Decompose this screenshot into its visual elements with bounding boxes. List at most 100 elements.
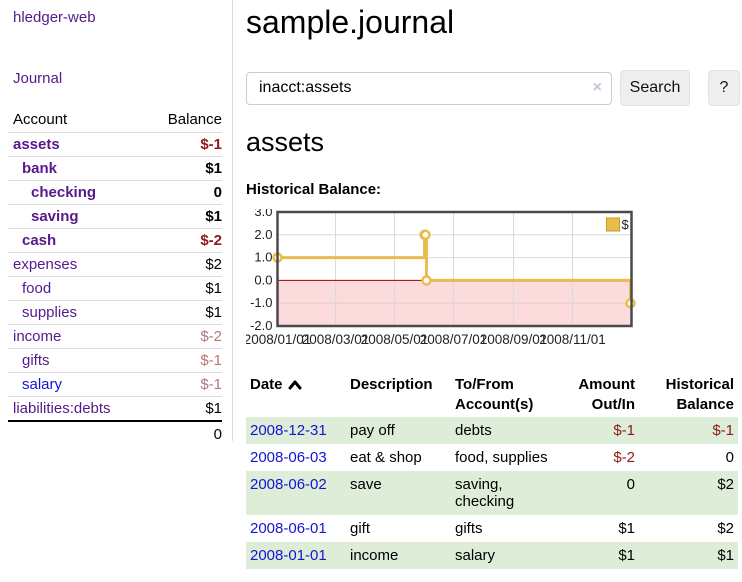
account-balance: $1: [148, 157, 222, 181]
account-row: food $1: [8, 277, 222, 301]
accounts-table: Account Balance assets$-1bank$1checking0…: [8, 108, 222, 447]
transaction-date-link[interactable]: 2008-06-03: [250, 449, 327, 466]
help-button[interactable]: ?: [708, 70, 740, 106]
account-link-liabilities-debts[interactable]: liabilities:debts: [13, 400, 111, 417]
account-link-income[interactable]: income: [13, 328, 61, 345]
account-row: checking 0: [8, 181, 222, 205]
register-table: Date Description To/From Account(s) Amou…: [246, 373, 738, 569]
account-row: expenses $2: [8, 253, 222, 277]
accounts-total-value: 0: [148, 421, 222, 447]
account-balance: $1: [148, 205, 222, 229]
register-accounts: saving, checking: [451, 471, 563, 515]
account-link-salary[interactable]: salary: [22, 376, 62, 393]
register-accounts: debts: [451, 417, 563, 444]
register-accounts: salary: [451, 542, 563, 569]
svg-text:2.0: 2.0: [254, 227, 272, 242]
account-link-bank[interactable]: bank: [22, 160, 57, 177]
account-balance: $-1: [148, 349, 222, 373]
account-balance: $-1: [148, 373, 222, 397]
search-box: ×: [246, 72, 612, 105]
account-row: gifts $-1: [8, 349, 222, 373]
svg-text:2008/11/01: 2008/11/01: [539, 332, 606, 347]
transaction-date-link[interactable]: 2008-06-02: [250, 476, 327, 493]
clear-search-icon[interactable]: ×: [593, 79, 602, 97]
register-description: income: [346, 542, 451, 569]
account-row: saving $1: [8, 205, 222, 229]
register-header-balance: Historical Balance: [639, 373, 738, 417]
svg-text:1.0: 1.0: [254, 250, 272, 265]
register-amount: $1: [563, 515, 639, 542]
account-link-expenses[interactable]: expenses: [13, 256, 77, 273]
register-header-date[interactable]: Date: [246, 373, 346, 417]
register-amount: $-2: [563, 444, 639, 471]
account-link-saving[interactable]: saving: [31, 208, 79, 225]
sidebar-item-journal[interactable]: Journal: [13, 70, 232, 87]
register-row: 2008-12-31pay offdebts$-1$-1: [246, 417, 738, 444]
account-row: liabilities:debts $1: [8, 397, 222, 422]
search-button[interactable]: Search: [620, 70, 690, 106]
register-description: eat & shop: [346, 444, 451, 471]
register-balance: 0: [639, 444, 738, 471]
account-link-checking[interactable]: checking: [31, 184, 96, 201]
accounts-total-row: 0: [8, 421, 222, 447]
register-row: 2008-06-02savesaving, checking0$2: [246, 471, 738, 515]
register-row: 2008-06-03 eat & shopfood, supplies$-20: [246, 444, 738, 471]
account-balance: $1: [148, 397, 222, 422]
register-amount: $1: [563, 542, 639, 569]
account-row: salary $-1: [8, 373, 222, 397]
chart-svg: $3.02.01.00.0-1.0-2.02008/01/012008/03/0…: [246, 209, 742, 352]
register-row: 2008-06-01 giftgifts$1$2: [246, 515, 738, 542]
account-link-supplies[interactable]: supplies: [22, 304, 77, 321]
main-content: sample.journal × Search ? assets Histori…: [233, 0, 742, 569]
account-row: income $-2: [8, 325, 222, 349]
account-row: supplies$1: [8, 301, 222, 325]
account-link-food[interactable]: food: [22, 280, 51, 297]
sort-asc-icon: [288, 379, 302, 390]
account-balance: $2: [148, 253, 222, 277]
register-accounts: food, supplies: [451, 444, 563, 471]
svg-text:2008/05/01: 2008/05/01: [361, 332, 429, 347]
account-balance: $-2: [148, 325, 222, 349]
svg-text:-1.0: -1.0: [250, 295, 272, 310]
svg-text:2008/09/01: 2008/09/01: [480, 332, 548, 347]
register-description: gift: [346, 515, 451, 542]
register-header-description: Description: [346, 373, 451, 417]
svg-text:0.0: 0.0: [254, 272, 272, 287]
search-input[interactable]: [246, 72, 612, 105]
register-accounts: gifts: [451, 515, 563, 542]
page-title: sample.journal: [246, 4, 742, 41]
register-balance: $2: [639, 515, 738, 542]
register-amount: 0: [563, 471, 639, 515]
transaction-date-link[interactable]: 2008-06-01: [250, 520, 327, 537]
register-balance: $1: [639, 542, 738, 569]
register-row: 2008-01-01incomesalary$1$1: [246, 542, 738, 569]
register-header-accounts: To/From Account(s): [451, 373, 563, 417]
account-heading: assets: [246, 127, 742, 158]
register-balance: $-1: [639, 417, 738, 444]
sidebar: hledger-web Journal Account Balance asse…: [0, 0, 233, 441]
account-row: cash $-2: [8, 229, 222, 253]
page: hledger-web Journal Account Balance asse…: [0, 0, 742, 569]
svg-text:3.0: 3.0: [254, 209, 272, 219]
svg-text:-2.0: -2.0: [250, 318, 272, 333]
app-brand-link[interactable]: hledger-web: [13, 9, 232, 26]
account-link-gifts[interactable]: gifts: [22, 352, 50, 369]
account-row: assets $-1: [8, 133, 222, 157]
register-balance: $2: [639, 471, 738, 515]
account-balance: $1: [148, 277, 222, 301]
accounts-header-balance: Balance: [148, 108, 222, 133]
account-balance: $-2: [148, 229, 222, 253]
account-link-cash[interactable]: cash: [22, 232, 56, 249]
transaction-date-link[interactable]: 2008-01-01: [250, 547, 327, 564]
svg-text:2008/03/01: 2008/03/01: [302, 332, 370, 347]
account-link-assets[interactable]: assets: [13, 136, 60, 153]
svg-text:$: $: [622, 217, 630, 232]
account-balance: 0: [148, 181, 222, 205]
search-row: × Search ?: [246, 70, 742, 106]
account-row: bank $1: [8, 157, 222, 181]
account-balance: $-1: [148, 133, 222, 157]
transaction-date-link[interactable]: 2008-12-31: [250, 422, 327, 439]
register-description: pay off: [346, 417, 451, 444]
register-amount: $-1: [563, 417, 639, 444]
chart-heading: Historical Balance:: [246, 181, 742, 198]
